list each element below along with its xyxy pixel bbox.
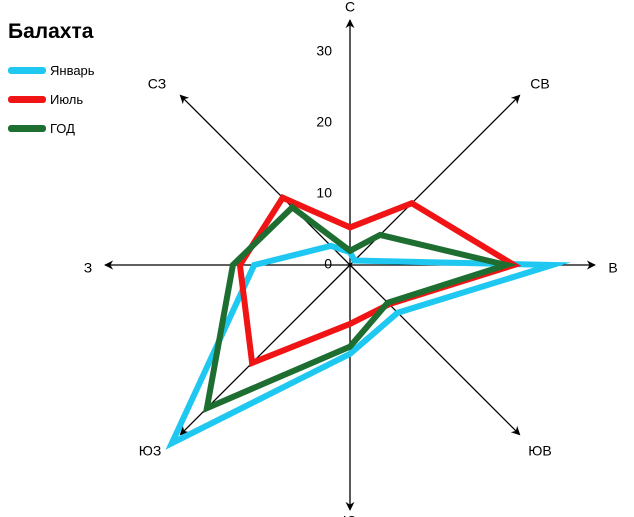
tick-label-30: 30 bbox=[316, 43, 332, 59]
series-january bbox=[165, 242, 571, 450]
legend: Январь Июль ГОД bbox=[8, 56, 95, 143]
legend-item-january: Январь bbox=[8, 56, 95, 85]
direction-label-se: ЮВ bbox=[528, 443, 551, 459]
series-year bbox=[202, 203, 518, 414]
legend-item-year: ГОД bbox=[8, 114, 95, 143]
legend-swatch-january bbox=[8, 67, 46, 74]
direction-label-n: С bbox=[345, 0, 355, 15]
direction-label-sw: ЮЗ bbox=[139, 443, 162, 459]
legend-swatch-year bbox=[8, 125, 46, 132]
tick-label-10: 10 bbox=[316, 185, 332, 201]
direction-label-ne: СВ bbox=[530, 76, 549, 92]
direction-label-nw: СЗ bbox=[148, 76, 166, 92]
direction-label-w: З bbox=[84, 260, 92, 276]
tick-label-0: 0 bbox=[324, 256, 332, 272]
axis-nw bbox=[179, 94, 351, 266]
direction-label-s: Ю bbox=[343, 513, 357, 517]
legend-label-year: ГОД bbox=[50, 121, 75, 136]
axis-se bbox=[349, 264, 521, 436]
legend-item-july: Июль bbox=[8, 85, 95, 114]
legend-swatch-july bbox=[8, 96, 46, 103]
series-july bbox=[236, 193, 522, 368]
tick-label-20: 20 bbox=[316, 114, 332, 130]
legend-label-january: Январь bbox=[50, 63, 95, 78]
chart-title: Балахта bbox=[8, 20, 94, 43]
legend-label-july: Июль bbox=[50, 92, 84, 107]
direction-label-e: В bbox=[608, 260, 617, 276]
